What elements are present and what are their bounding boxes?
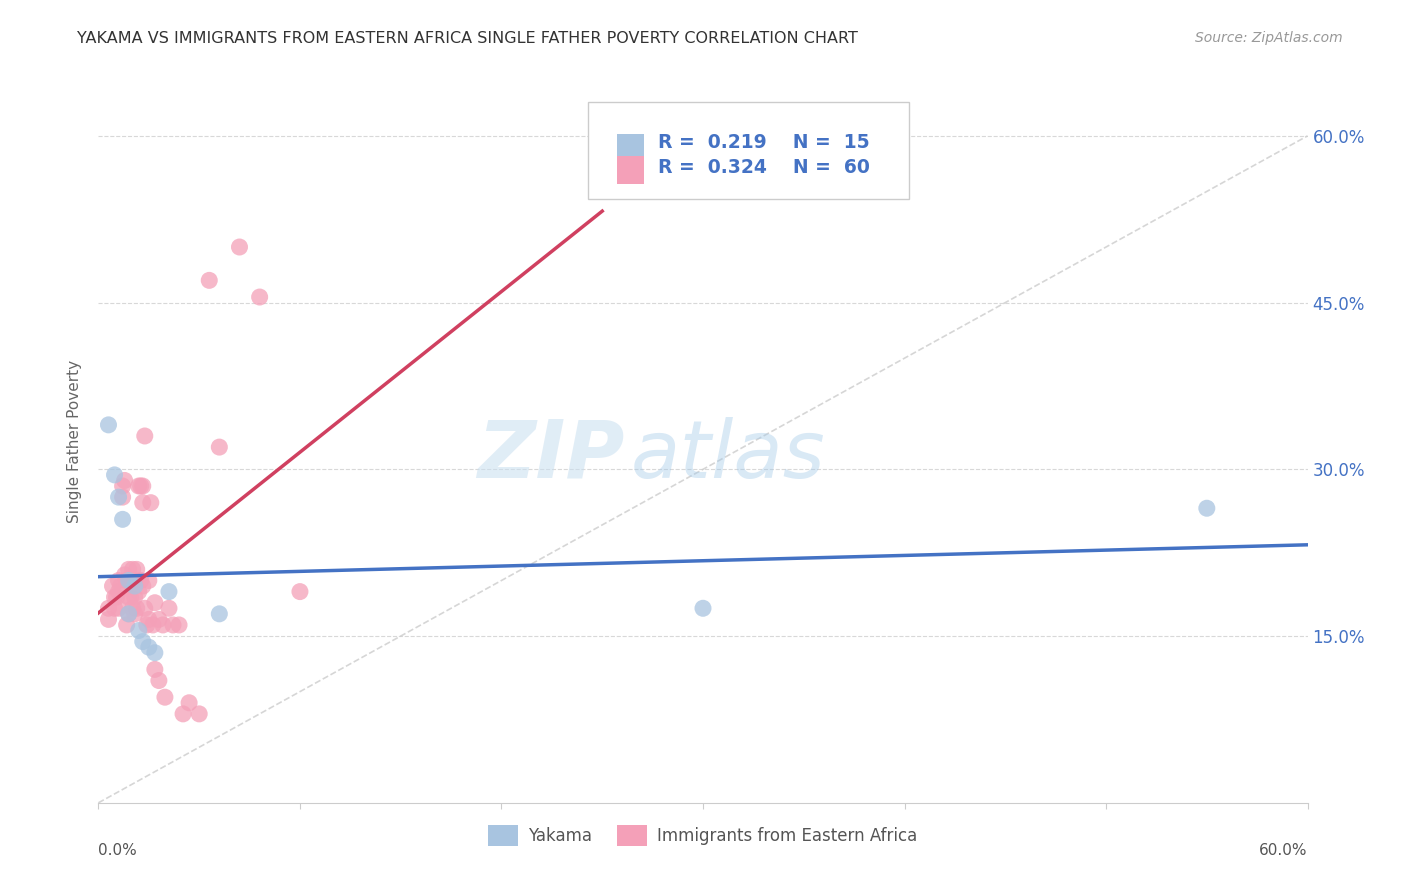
Point — [128, 624, 150, 638]
Point — [124, 574, 146, 588]
Text: ZIP: ZIP — [477, 417, 624, 495]
Point — [121, 562, 143, 576]
Point — [128, 584, 150, 599]
FancyBboxPatch shape — [617, 135, 644, 161]
Point — [97, 612, 120, 626]
Point — [124, 607, 146, 621]
Point — [103, 601, 125, 615]
Point — [120, 574, 142, 588]
Point — [138, 640, 160, 655]
Point — [114, 568, 136, 582]
Point — [132, 634, 155, 648]
Point — [107, 584, 129, 599]
Point — [135, 618, 157, 632]
FancyBboxPatch shape — [617, 156, 644, 184]
Point — [142, 618, 165, 632]
Point — [288, 584, 311, 599]
Point — [118, 574, 141, 588]
Point — [101, 579, 124, 593]
Point — [121, 601, 143, 615]
Point — [111, 490, 134, 504]
Point — [132, 579, 155, 593]
Point — [118, 562, 141, 576]
Point — [198, 273, 221, 287]
Point — [153, 690, 176, 705]
Point — [148, 673, 170, 688]
Point — [105, 590, 128, 604]
Point — [125, 601, 148, 615]
Point — [118, 574, 141, 588]
Point — [132, 479, 155, 493]
Point — [157, 584, 180, 599]
Point — [97, 601, 120, 615]
Point — [97, 417, 120, 432]
Point — [139, 496, 162, 510]
Point — [152, 618, 174, 632]
Point — [107, 490, 129, 504]
Point — [118, 607, 141, 621]
Point — [107, 601, 129, 615]
Y-axis label: Single Father Poverty: Single Father Poverty — [67, 360, 83, 523]
Point — [124, 590, 146, 604]
Point — [179, 696, 201, 710]
Point — [107, 574, 129, 588]
Point — [228, 240, 250, 254]
Point — [111, 479, 134, 493]
Point — [208, 440, 231, 454]
Point — [188, 706, 211, 721]
Point — [138, 612, 160, 626]
Point — [129, 479, 152, 493]
Point — [132, 496, 155, 510]
Point — [157, 601, 180, 615]
Text: YAKAMA VS IMMIGRANTS FROM EASTERN AFRICA SINGLE FATHER POVERTY CORRELATION CHART: YAKAMA VS IMMIGRANTS FROM EASTERN AFRICA… — [77, 31, 858, 46]
Point — [134, 429, 156, 443]
Point — [111, 512, 134, 526]
Point — [124, 579, 146, 593]
Text: 60.0%: 60.0% — [1260, 843, 1308, 857]
Point — [128, 479, 150, 493]
Point — [143, 662, 166, 676]
Point — [118, 607, 141, 621]
Point — [692, 601, 714, 615]
Point — [249, 290, 271, 304]
Point — [148, 612, 170, 626]
Point — [115, 574, 138, 588]
Point — [143, 646, 166, 660]
Point — [138, 574, 160, 588]
Point — [1195, 501, 1218, 516]
Point — [103, 467, 125, 482]
Point — [167, 618, 190, 632]
Point — [172, 706, 194, 721]
Point — [208, 607, 231, 621]
Point — [118, 590, 141, 604]
Legend: Yakama, Immigrants from Eastern Africa: Yakama, Immigrants from Eastern Africa — [482, 819, 924, 852]
Point — [129, 574, 152, 588]
Point — [143, 596, 166, 610]
Text: Source: ZipAtlas.com: Source: ZipAtlas.com — [1195, 31, 1343, 45]
Point — [110, 579, 132, 593]
Text: atlas: atlas — [630, 417, 825, 495]
Point — [120, 590, 142, 604]
Point — [103, 590, 125, 604]
Point — [114, 474, 136, 488]
Point — [162, 618, 184, 632]
Text: R =  0.219    N =  15: R = 0.219 N = 15 — [658, 133, 870, 152]
FancyBboxPatch shape — [588, 102, 908, 200]
Point — [125, 562, 148, 576]
Text: 0.0%: 0.0% — [98, 843, 138, 857]
Point — [134, 601, 156, 615]
Text: R =  0.324    N =  60: R = 0.324 N = 60 — [658, 158, 870, 177]
Point — [115, 618, 138, 632]
